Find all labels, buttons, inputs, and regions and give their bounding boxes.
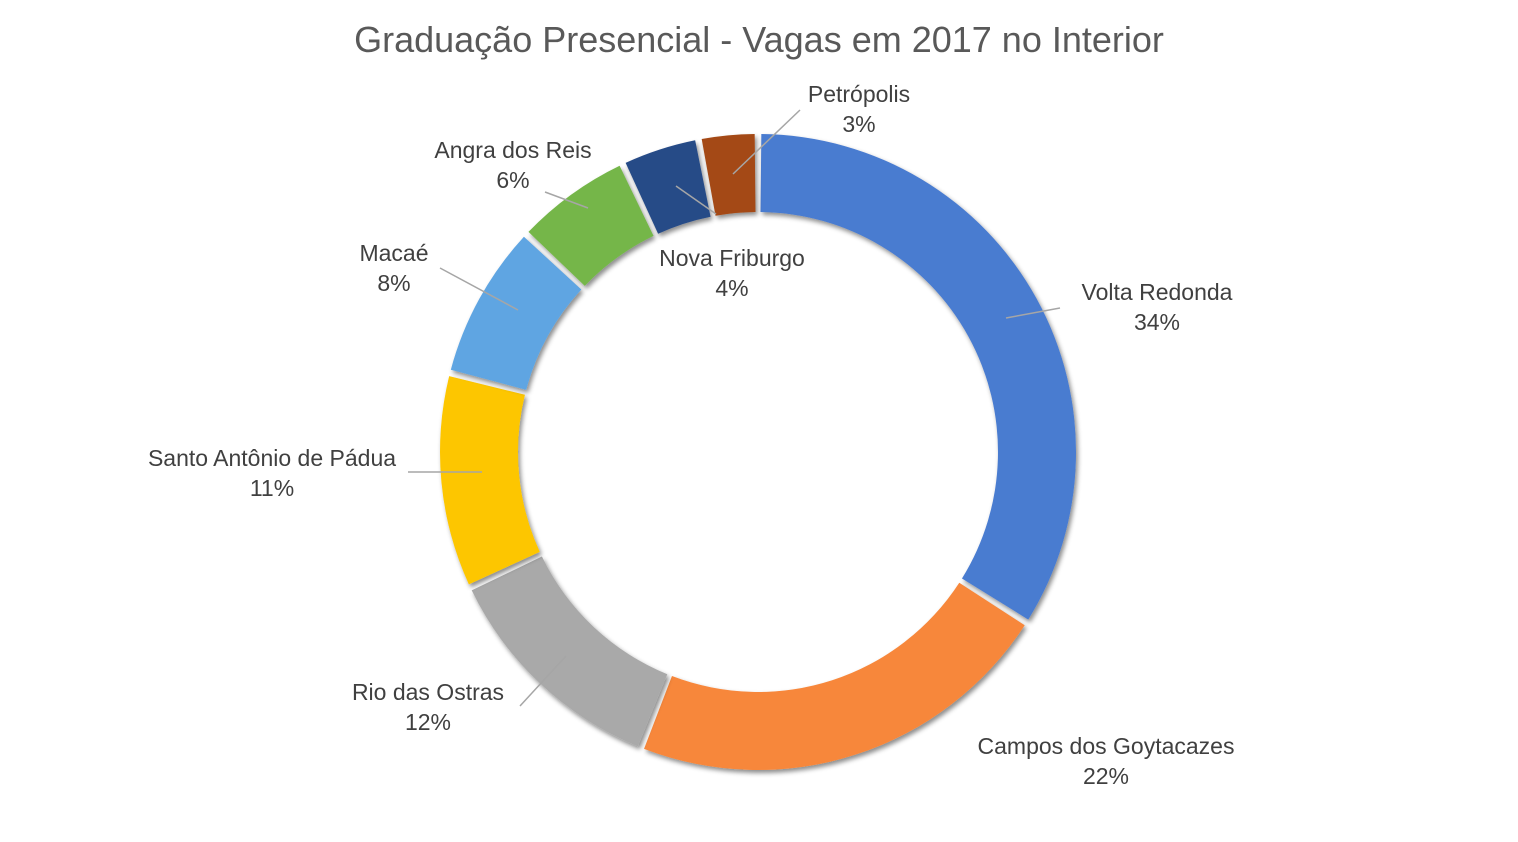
label-name-macae: Macaé <box>359 240 428 266</box>
label-percent-volta-redonda: 34% <box>1134 309 1180 335</box>
leader-line-macae <box>439 267 519 311</box>
leader-line-rio-das-ostras <box>519 655 567 707</box>
label-percent-santo-antonio-de-padua: 11% <box>250 475 294 501</box>
label-percent-campos-dos-goytacazes: 22% <box>1083 763 1129 789</box>
label-percent-angra-dos-reis: 6% <box>496 167 529 193</box>
slice-nova-friburgo <box>625 140 711 234</box>
slice-volta-redonda <box>760 134 1076 620</box>
data-labels: Volta Redonda 34% Campos dos Goytacazes 22%… <box>148 81 1235 789</box>
chart-title: Graduação Presencial - Vagas em 2017 no … <box>354 19 1164 60</box>
label-percent-petropolis: 3% <box>842 111 875 137</box>
slice-macae <box>450 236 582 390</box>
label-name-volta-redonda: Volta Redonda <box>1082 279 1233 305</box>
label-percent-rio-das-ostras: 12% <box>405 709 451 735</box>
label-name-rio-das-ostras: Rio das Ostras <box>352 679 504 705</box>
leader-line-petropolis <box>732 109 801 175</box>
label-name-angra-dos-reis: Angra dos Reis <box>434 137 591 163</box>
slice-petropolis <box>701 134 756 216</box>
donut-slices <box>440 134 1076 771</box>
slice-rio-das-ostras <box>471 556 668 747</box>
leader-line-volta-redonda <box>1005 307 1061 319</box>
slice-santo-antonio-de-padua <box>440 376 540 585</box>
label-percent-macae: 8% <box>377 270 410 296</box>
label-percent-nova-friburgo: 4% <box>715 275 748 301</box>
leader-line-angra-dos-reis <box>544 191 589 209</box>
slice-campos-dos-goytacazes <box>644 582 1025 771</box>
leader-line-nova-friburgo <box>675 185 717 215</box>
label-name-santo-antonio-de-padua: Santo Antônio de Pádua <box>148 445 396 471</box>
slice-angra-dos-reis <box>528 165 654 286</box>
label-name-campos-dos-goytacazes: Campos dos Goytacazes <box>978 733 1235 759</box>
label-name-nova-friburgo: Nova Friburgo <box>659 245 805 271</box>
label-name-petropolis: Petrópolis <box>808 81 910 107</box>
leader-lines <box>408 109 1061 707</box>
